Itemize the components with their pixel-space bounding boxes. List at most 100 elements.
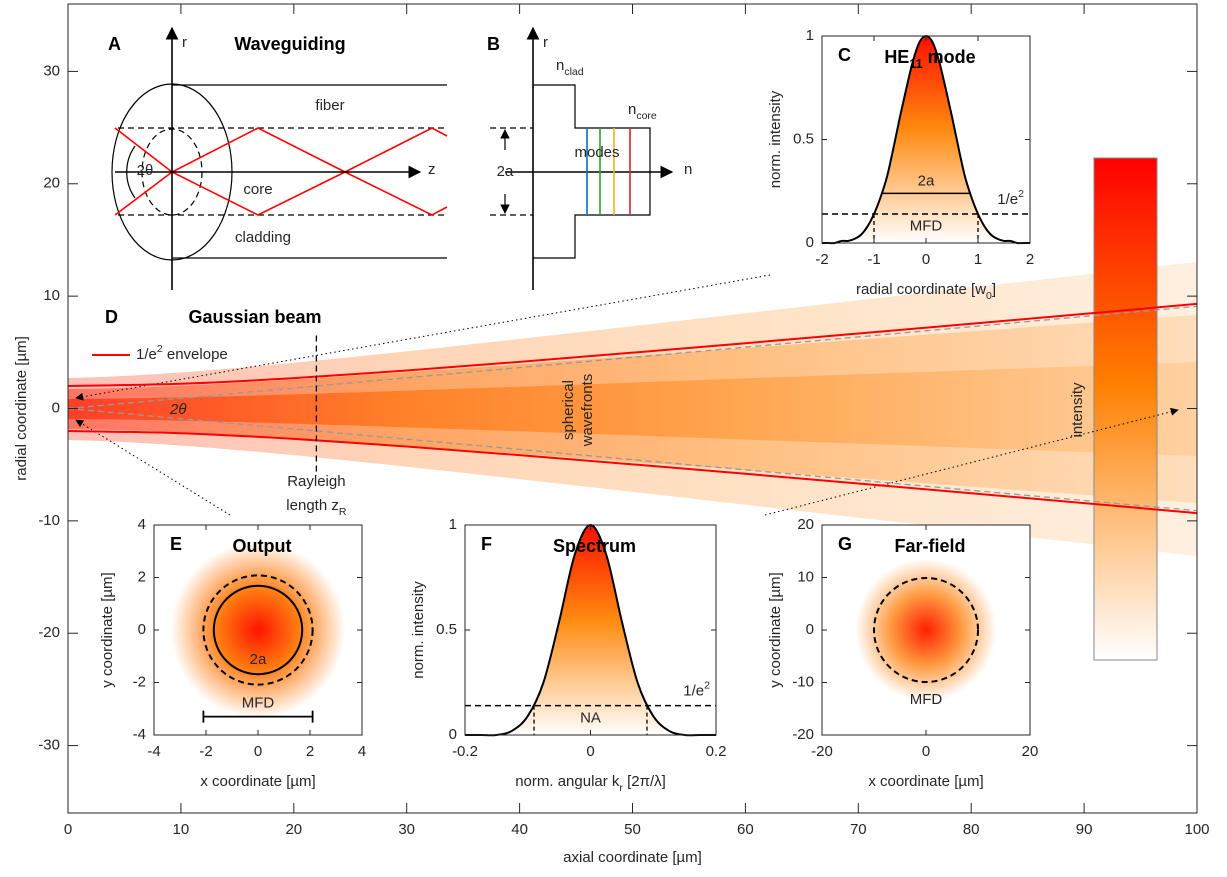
level-label: 1/e2 <box>997 188 1024 208</box>
level-label-part: 2 <box>704 679 710 691</box>
index-label: ncore <box>628 101 657 122</box>
y-tick-label: 1 <box>449 516 457 533</box>
level-label-part: 2 <box>1018 188 1024 200</box>
x-tick-label: 80 <box>963 821 980 838</box>
ray <box>114 127 448 216</box>
index-label-part: n <box>628 101 636 118</box>
beam-glow <box>68 262 1197 556</box>
x-tick-label: 20 <box>1022 743 1039 760</box>
index-label: nclad <box>556 57 584 78</box>
x-tick-label: 2 <box>306 743 314 760</box>
x-tick-label: 0 <box>922 251 930 268</box>
level-label-part: 1/e <box>683 683 704 700</box>
x-axis-label-part: radial coordinate [w <box>856 281 986 298</box>
x-axis-label-part: r <box>619 782 623 794</box>
x-axis-label: x coordinate [µm] <box>868 773 983 790</box>
ray <box>114 127 448 216</box>
index-label-part: core <box>636 110 657 122</box>
x-tick-label: -2 <box>199 743 212 760</box>
y-tick-label: -10 <box>38 512 60 529</box>
x-tick-label: 2 <box>1026 251 1034 268</box>
connectors <box>75 274 1179 516</box>
beam-layer <box>68 362 1197 456</box>
divergence-label: 2θ <box>169 401 186 418</box>
panel-letter: E <box>170 534 182 554</box>
x-tick-label: 30 <box>398 821 415 838</box>
panel-letter: B <box>487 34 500 54</box>
x-axis-label: x coordinate [µm] <box>200 773 315 790</box>
divergence-line <box>67 305 1198 410</box>
index-label-part: n <box>556 57 564 74</box>
y-tick-label: 0 <box>806 234 814 251</box>
x-axis-label-part: 0 <box>986 290 992 302</box>
radius-circle <box>202 574 314 686</box>
y-axis-label: y coordinate [µm] <box>99 572 116 687</box>
y-tick-label: -30 <box>38 737 60 754</box>
colorbar-label: intensity <box>1069 382 1086 438</box>
circle-label: 2a <box>250 651 267 668</box>
angle-arc <box>126 145 136 199</box>
y-tick-label: -20 <box>792 726 814 743</box>
y-tick-label: 2 <box>138 568 146 585</box>
axis-name: n <box>684 161 692 178</box>
panel-letter: G <box>838 534 852 554</box>
legend-label: 1/e2 envelope <box>136 343 228 363</box>
y-tick-label: 10 <box>43 287 60 304</box>
x-axis-label: axial coordinate [µm] <box>563 849 702 866</box>
y-tick-label: 4 <box>138 516 146 533</box>
chart-title: Output <box>233 536 292 556</box>
x-tick-label: -2 <box>815 251 828 268</box>
level-label: 1/e2 <box>683 679 710 699</box>
index-label-part: clad <box>564 66 583 78</box>
y-tick-label: -2 <box>133 673 146 690</box>
legend-label-part: 1/e <box>136 346 157 363</box>
chart-title: Gaussian beam <box>188 307 321 327</box>
plot-background <box>822 525 1030 735</box>
y-axis-label: radial coordinate [µm] <box>13 336 30 481</box>
curve-area <box>465 525 716 736</box>
level-label-part: 1/e <box>997 191 1018 208</box>
y-tick-label: 30 <box>43 62 60 79</box>
x-tick-label: 50 <box>624 821 641 838</box>
y-tick-label: 0 <box>806 621 814 638</box>
angle-label: 2θ <box>137 162 154 179</box>
legend-label-part: envelope <box>163 346 228 363</box>
width-label: NA <box>580 709 601 726</box>
envelope-line <box>67 302 1198 388</box>
x-tick-label: 60 <box>737 821 754 838</box>
y-tick-label: 0 <box>52 399 60 416</box>
chart-title-part: 11 <box>909 57 922 71</box>
chart-title: HE11 mode <box>884 47 975 72</box>
diagram-b <box>490 26 674 290</box>
x-tick-label: 40 <box>511 821 528 838</box>
x-tick-label: 0 <box>254 743 262 760</box>
diagram-label: modes <box>574 144 619 161</box>
y-axis-label: norm. intensity <box>767 90 784 188</box>
diagram-label: core <box>243 181 272 198</box>
chart-title: Spectrum <box>553 536 636 556</box>
y-tick-label: 20 <box>43 175 60 192</box>
y-tick-label: -20 <box>38 624 60 641</box>
y-axis-label: y coordinate [µm] <box>767 572 784 687</box>
x-tick-label: 0.2 <box>706 743 727 760</box>
panel-letter: F <box>481 534 492 554</box>
chart-title: Far-field <box>894 536 965 556</box>
panel: 2a MFD -4 -2 0 2 4 -4 -2 0 2 4 x coordinate [µm] y co… <box>99 516 366 790</box>
radius-circle <box>212 584 304 676</box>
x-axis-label-part: ] <box>992 281 996 298</box>
x-axis-label: norm. angular kr [2π/λ] <box>515 773 666 794</box>
diagram-label: 2a <box>497 163 514 180</box>
mfd-label: MFD <box>242 695 275 712</box>
x-tick-label: 0 <box>922 743 930 760</box>
envelope-line <box>67 429 1198 515</box>
x-axis-label-part: [2π/λ] <box>623 773 666 790</box>
y-tick-label: 10 <box>797 568 814 585</box>
connector <box>75 274 771 401</box>
x-tick-label: -1 <box>867 251 880 268</box>
curve-area <box>822 36 1030 244</box>
y-tick-label: 0 <box>449 726 457 743</box>
x-tick-label: -0.2 <box>452 743 478 760</box>
